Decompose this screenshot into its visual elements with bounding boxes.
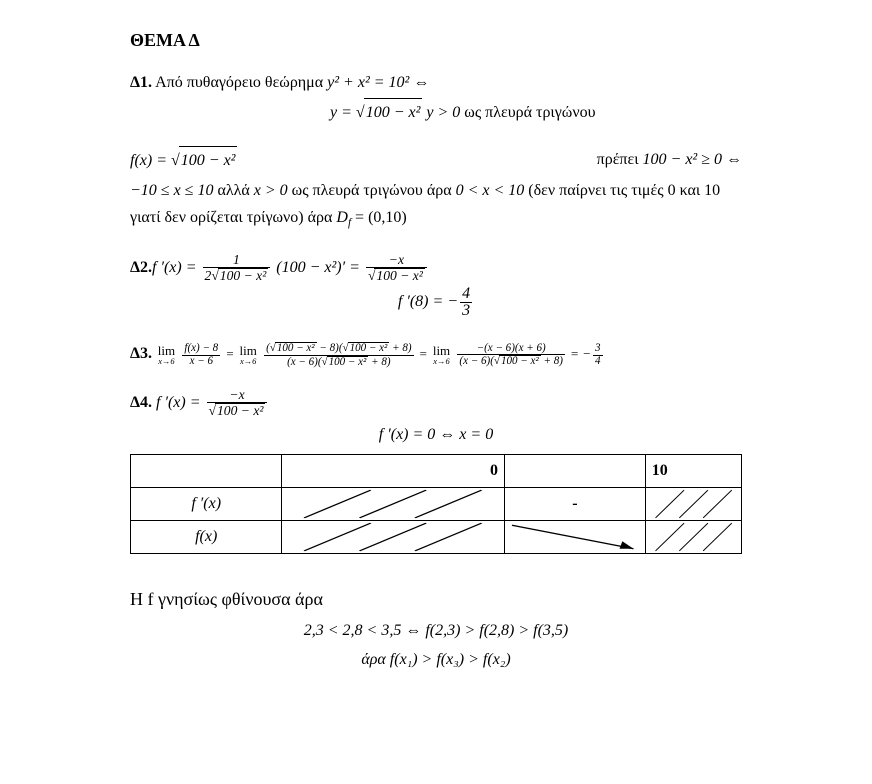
d3-f2-num-a-post: − 8 xyxy=(317,342,336,354)
arrow-cell xyxy=(505,520,646,553)
hatch-icon xyxy=(282,521,504,553)
section-header: ΘΕΜΑ Δ xyxy=(130,30,742,51)
d1-label: Δ1. xyxy=(130,74,152,91)
d4-num: −x xyxy=(207,388,268,402)
d3-f3-den-b-post: + 8 xyxy=(541,355,560,367)
d2-f2-den-rad: 100 − x² xyxy=(374,268,424,283)
d1-range1: −10 ≤ x ≤ 10 xyxy=(130,182,217,199)
d1-eq2-cond: y > 0 xyxy=(422,104,464,121)
d1-eq2-rad: 100 − x² xyxy=(364,98,423,126)
table-row: f ′(x) - xyxy=(131,487,742,520)
d2-label: Δ2. xyxy=(130,259,152,276)
d4-zero: f ′(x) = 0 ⇔ x = 0 xyxy=(379,426,493,443)
d3-label: Δ3. xyxy=(130,345,152,362)
d3-line: Δ3. limx→6 f(x) − 8x − 6 = limx→6 (100 −… xyxy=(130,340,742,368)
d3-f2-num-b-post: + 8 xyxy=(389,342,408,354)
d2-lhs: f ′(x) = xyxy=(152,259,201,276)
d2-eval-num: 4 xyxy=(460,286,472,303)
d3-result-pre: = − xyxy=(570,346,591,361)
arrow-down-right-icon xyxy=(505,521,645,553)
d3-f2-den-a: (x − 6) xyxy=(287,356,318,368)
th-0: 0 xyxy=(282,454,505,487)
d1-must-pre: πρέπει xyxy=(597,151,643,168)
d1-line3: f(x) = 100 − x² πρέπει 100 − x² ≥ 0 ⇔ xyxy=(130,146,742,174)
d1-eq2-post: ως πλευρά τριγώνου xyxy=(464,104,595,121)
d4-lhs: f ′(x) = xyxy=(152,394,205,411)
d4-line1: Δ4. f ′(x) = −x100 − x² xyxy=(130,388,742,419)
d1-fdef-rad: 100 − x² xyxy=(179,146,238,174)
d4-line2: f ′(x) = 0 ⇔ x = 0 xyxy=(130,421,742,448)
d1-text1a: Από πυθαγόρειο θεώρημα xyxy=(152,74,327,91)
monotonicity-table: 0 10 f ′(x) - f(x) xyxy=(130,454,742,554)
hatch-icon xyxy=(646,488,741,520)
hatch-cell xyxy=(645,520,741,553)
d3-f2-num-b-rad: 100 − x² xyxy=(348,342,390,355)
d1-Df-label: D xyxy=(336,209,348,226)
d1-line1: Δ1. Από πυθαγόρειο θεώρημα y² + x² = 10²… xyxy=(130,69,742,96)
d1-must-ineq: 100 − x² ≥ 0 ⇔ xyxy=(643,151,742,168)
row-f-label: f(x) xyxy=(131,520,282,553)
d1-eq1: y² + x² = 10² ⇔ xyxy=(327,74,429,91)
th-blank xyxy=(131,454,282,487)
d3-limsub-1: x→6 xyxy=(158,357,175,365)
d3-result-den: 4 xyxy=(593,355,603,368)
d1-line2: y = 100 − x² y > 0 ως πλευρά τριγώνου xyxy=(130,98,742,126)
hatch-cell xyxy=(282,520,505,553)
d3-f3-den-b-rad: 100 − x² xyxy=(499,355,541,368)
hatch-icon xyxy=(646,521,741,553)
d2-f2-num: −x xyxy=(366,253,427,267)
d1-Df-eq: = (0,10) xyxy=(351,209,407,226)
row-fprime-label: f ′(x) xyxy=(131,487,282,520)
d2-eval-lhs: f ′(8) = − xyxy=(398,293,458,310)
table-header-row: 0 10 xyxy=(131,454,742,487)
d3-eq-1: = xyxy=(225,346,237,361)
conclusion-ineq2: άρα f(x₁) > f(x₃) > f(x₂) xyxy=(130,646,742,673)
hatch-icon xyxy=(282,488,504,520)
th-mid xyxy=(505,454,646,487)
d3-f1-den: x − 6 xyxy=(182,355,220,368)
d1-line4: −10 ≤ x ≤ 10 αλλά x > 0 ως πλευρά τριγών… xyxy=(130,177,742,233)
d1-eq2-pre: y = xyxy=(330,104,356,121)
d3-f2-den-b-post: + 8 xyxy=(368,356,387,368)
row-fprime-mid: - xyxy=(505,487,646,520)
d2-eval-den: 3 xyxy=(460,302,472,320)
d3-f2-den-b-rad: 100 − x² xyxy=(327,356,369,369)
d1-range2: 0 < x < 10 xyxy=(456,182,525,199)
d2-f1-den-rad: 100 − x² xyxy=(218,268,268,283)
d1-text3: ως πλευρά τριγώνου άρα xyxy=(292,182,456,199)
conclusion-ineq1: 2,3 < 2,8 < 3,5 ⇔ f(2,3) > f(2,8) > f(3,… xyxy=(130,617,742,644)
d3-result-num: 3 xyxy=(593,343,603,355)
d2-line2: f ′(8) = −43 xyxy=(130,286,742,321)
d3-f3-den-a: (x − 6) xyxy=(459,355,490,367)
d3-f3-num: −(x − 6)(x + 6) xyxy=(457,343,565,355)
hatch-cell xyxy=(645,487,741,520)
d3-f2-num-a-rad: 100 − x² xyxy=(275,342,317,355)
d3-eq-2: = xyxy=(419,346,431,361)
d3-f1-num: f(x) − 8 xyxy=(182,343,220,355)
d2-line1: Δ2.f ′(x) = 12100 − x² (100 − x²)′ = −x1… xyxy=(130,253,742,284)
d1-fdef-pre: f(x) = xyxy=(130,152,171,169)
conclusion-text: Η f γνησίως φθίνουσα άρα xyxy=(130,584,742,615)
table-row: f(x) xyxy=(131,520,742,553)
d3-limsub-2: x→6 xyxy=(240,357,257,365)
d1-text2: αλλά xyxy=(217,182,253,199)
d4-den-rad: 100 − x² xyxy=(215,403,265,418)
th-10: 10 xyxy=(645,454,741,487)
d2-mid: (100 − x²)′ = xyxy=(272,259,364,276)
d2-f1-den-pre: 2 xyxy=(205,268,212,283)
d1-cond2: x > 0 xyxy=(254,182,292,199)
hatch-cell xyxy=(282,487,505,520)
d3-limsub-3: x→6 xyxy=(433,357,450,365)
d4-label: Δ4. xyxy=(130,394,152,411)
d2-f1-num: 1 xyxy=(203,253,271,267)
